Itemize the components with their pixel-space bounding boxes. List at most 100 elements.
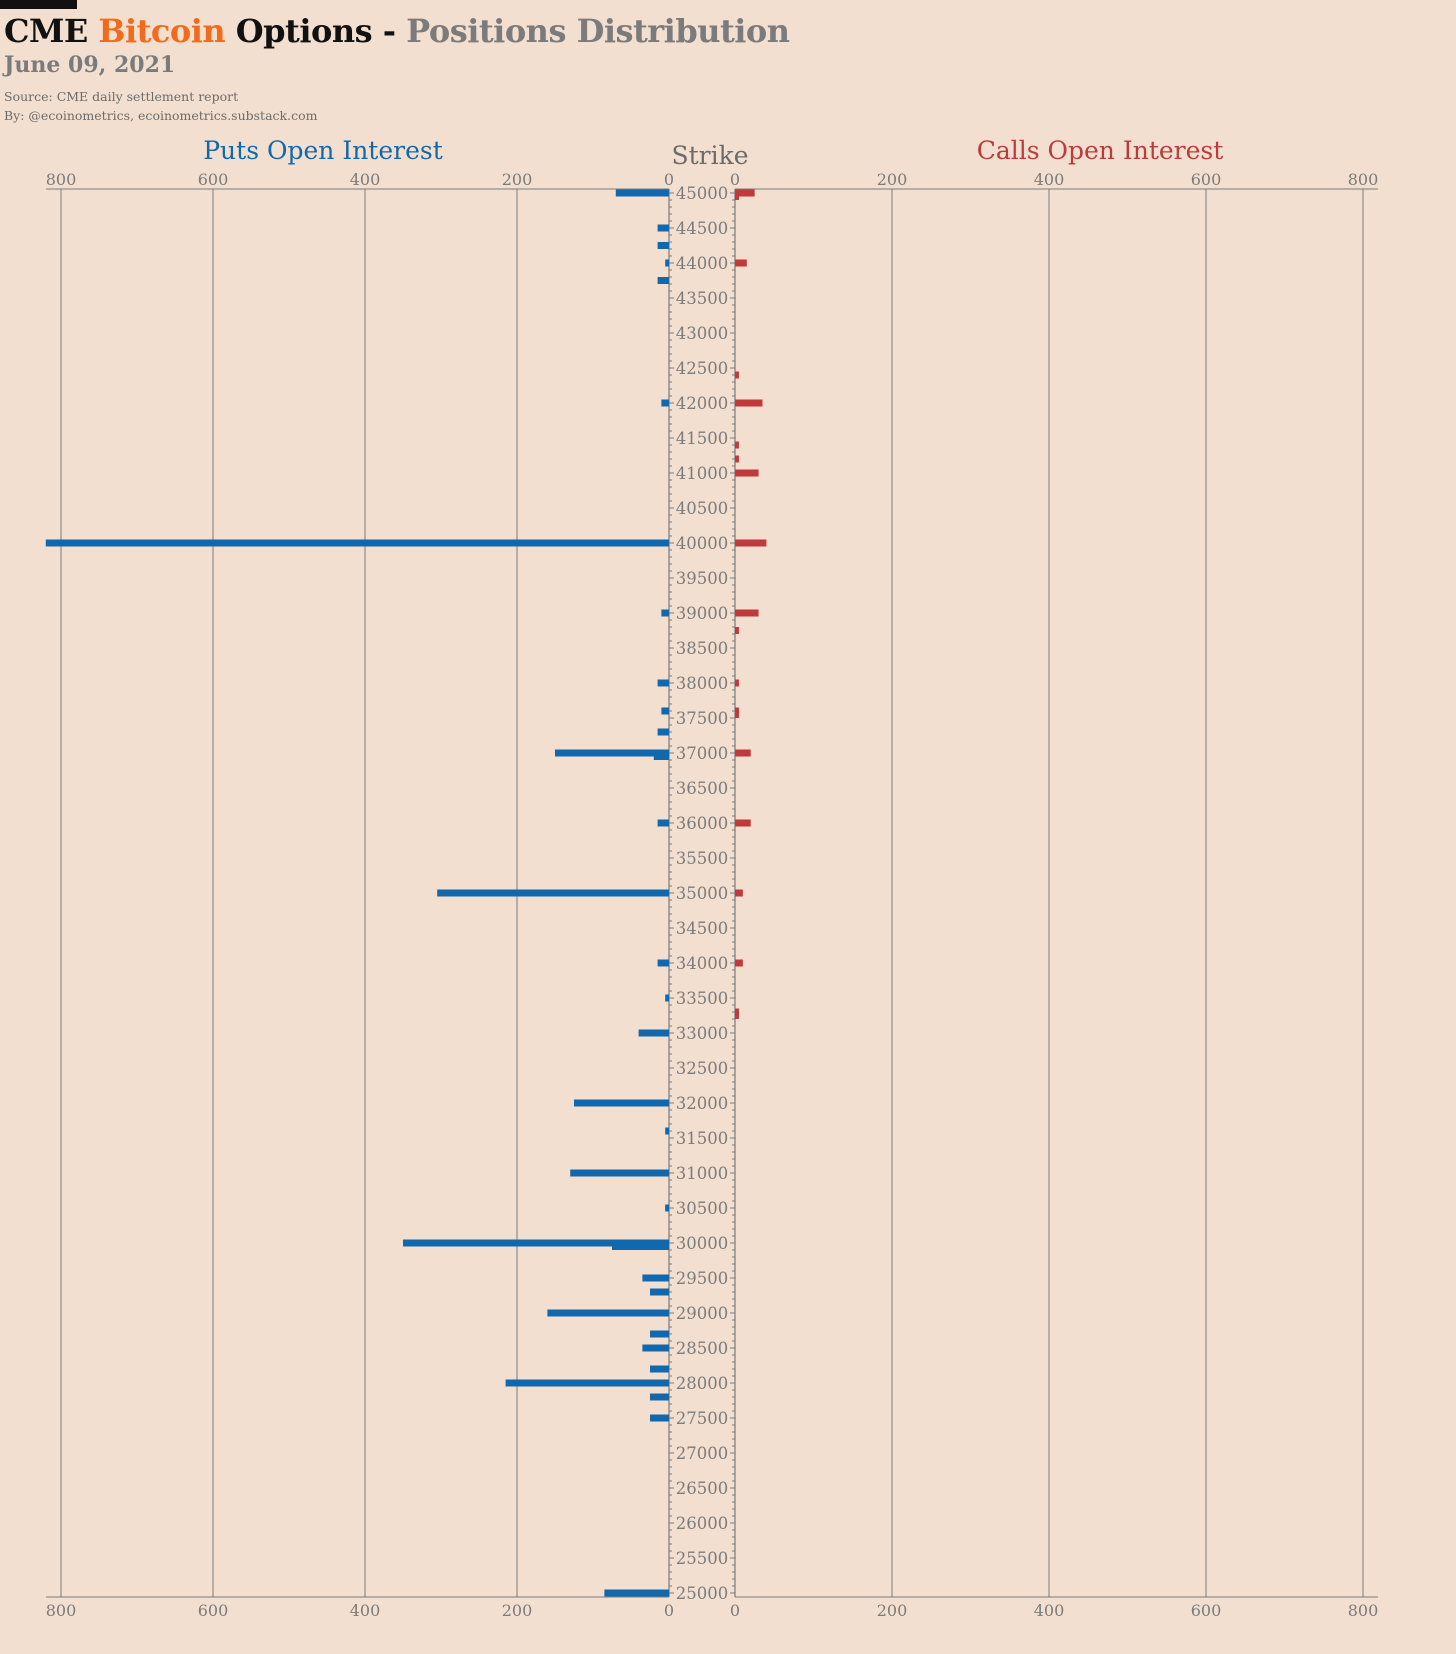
calls-x-tick-label-bottom: 800 <box>1348 1601 1379 1620</box>
strike-tick-label: 33000 <box>676 1024 729 1043</box>
strike-tick-label: 43500 <box>676 289 729 308</box>
strike-tick-label: 33500 <box>676 989 729 1008</box>
puts-bar <box>638 1029 669 1037</box>
calls-bar <box>735 193 739 200</box>
puts-x-tick-label-bottom: 600 <box>198 1601 229 1620</box>
puts-bar <box>650 1414 669 1422</box>
strike-tick-label: 37000 <box>676 744 729 763</box>
calls-bar <box>735 371 739 379</box>
calls-bar <box>735 627 739 634</box>
puts-bar <box>403 1239 669 1247</box>
strike-tick-label: 40000 <box>676 534 729 553</box>
strike-tick-label: 38500 <box>676 639 729 658</box>
strike-tick-label: 27500 <box>676 1409 729 1428</box>
strike-tick-label: 26500 <box>676 1479 729 1498</box>
puts-bar <box>657 277 669 284</box>
puts-bar <box>642 1344 669 1352</box>
puts-bar <box>657 819 669 827</box>
strike-tick-label: 44500 <box>676 219 729 238</box>
calls-bar <box>735 189 755 197</box>
strike-tick-label: 26000 <box>676 1514 729 1533</box>
puts-bar <box>665 259 669 267</box>
puts-x-tick-label-bottom: 200 <box>502 1601 533 1620</box>
report-date: June 09, 2021 <box>4 52 176 78</box>
byline-note: By: @ecoinometrics, ecoinometrics.substa… <box>4 108 318 123</box>
strike-tick-label: 34000 <box>676 954 729 973</box>
strike-tick-label: 43000 <box>676 324 729 343</box>
strike-tick-label: 41500 <box>676 429 729 448</box>
puts-x-tick-label-top: 200 <box>502 170 533 189</box>
calls-bar <box>735 679 739 687</box>
strike-tick-label: 31000 <box>676 1164 729 1183</box>
puts-bar <box>661 609 669 617</box>
puts-bar <box>657 959 669 967</box>
puts-bar <box>642 1274 669 1282</box>
strike-tick-label: 41000 <box>676 464 729 483</box>
strike-tick-label: 35000 <box>676 884 729 903</box>
top-accent-bar <box>0 0 77 9</box>
calls-x-tick-label-top: 200 <box>877 170 908 189</box>
puts-bar <box>665 994 669 1002</box>
calls-bar <box>735 441 739 449</box>
strike-tick-label: 31500 <box>676 1129 729 1148</box>
puts-title: Puts Open Interest <box>203 136 443 165</box>
strike-tick-label: 28000 <box>676 1374 729 1393</box>
puts-bar <box>547 1309 669 1317</box>
puts-x-tick-label-bottom: 400 <box>350 1601 381 1620</box>
puts-bar <box>657 242 669 249</box>
strike-tick-label: 30500 <box>676 1199 729 1218</box>
puts-bar <box>657 679 669 687</box>
puts-x-tick-label-top: 0 <box>664 170 674 189</box>
calls-x-tick-label-top: 0 <box>730 170 740 189</box>
calls-bar <box>735 1012 739 1019</box>
chart-title: CME Bitcoin Options - Positions Distribu… <box>4 12 790 50</box>
labels-layer: 0 0 0 0 200 200 200 200 400 400 400 400 600 600 600 600… <box>46 170 1379 1620</box>
strike-tick-label: 34500 <box>676 919 729 938</box>
puts-bar <box>661 399 669 407</box>
source-note: Source: CME daily settlement report <box>4 89 239 104</box>
strike-tick-label: 40500 <box>676 499 729 518</box>
puts-bar <box>615 189 669 197</box>
strike-tick-label: 39000 <box>676 604 729 623</box>
puts-bar <box>570 1169 669 1177</box>
puts-x-tick-label-top: 600 <box>198 170 229 189</box>
strike-tick-label: 35500 <box>676 849 729 868</box>
title-accent-word: Bitcoin <box>98 12 226 50</box>
puts-bar <box>650 1330 669 1338</box>
strike-tick-label: 39500 <box>676 569 729 588</box>
strike-tick-label: 32000 <box>676 1094 729 1113</box>
calls-x-tick-label-bottom: 200 <box>877 1601 908 1620</box>
bars-layer <box>45 189 767 1597</box>
puts-x-tick-label-top: 800 <box>46 170 77 189</box>
calls-bar <box>735 819 751 827</box>
puts-bar <box>612 1243 669 1250</box>
puts-x-tick-label-bottom: 800 <box>46 1601 77 1620</box>
puts-x-tick-label-top: 400 <box>350 170 381 189</box>
strike-tick-label: 30000 <box>676 1234 729 1253</box>
calls-bar <box>735 749 751 757</box>
calls-bar <box>735 455 739 463</box>
puts-bar <box>657 224 669 232</box>
puts-x-tick-label-bottom: 0 <box>664 1601 674 1620</box>
calls-bar <box>735 889 743 897</box>
strike-axis-title: Strike <box>671 141 748 170</box>
puts-bar <box>661 707 669 715</box>
calls-x-tick-label-top: 600 <box>1191 170 1222 189</box>
strike-tick-label: 36500 <box>676 779 729 798</box>
calls-x-tick-label-bottom: 400 <box>1034 1601 1065 1620</box>
title-subtitle: Positions Distribution <box>406 12 790 50</box>
calls-bar <box>735 399 763 407</box>
strike-tick-label: 45000 <box>676 184 729 203</box>
calls-bar <box>735 469 759 477</box>
calls-x-tick-label-top: 800 <box>1348 170 1379 189</box>
calls-title: Calls Open Interest <box>977 136 1224 165</box>
strike-tick-label: 32500 <box>676 1059 729 1078</box>
puts-bar <box>555 749 669 757</box>
strike-tick-label: 27000 <box>676 1444 729 1463</box>
strike-tick-label: 25000 <box>676 1584 729 1603</box>
strike-tick-label: 42000 <box>676 394 729 413</box>
puts-bar <box>665 1204 669 1212</box>
calls-bar <box>735 609 759 617</box>
calls-bar <box>735 539 767 547</box>
strike-tick-label: 36000 <box>676 814 729 833</box>
